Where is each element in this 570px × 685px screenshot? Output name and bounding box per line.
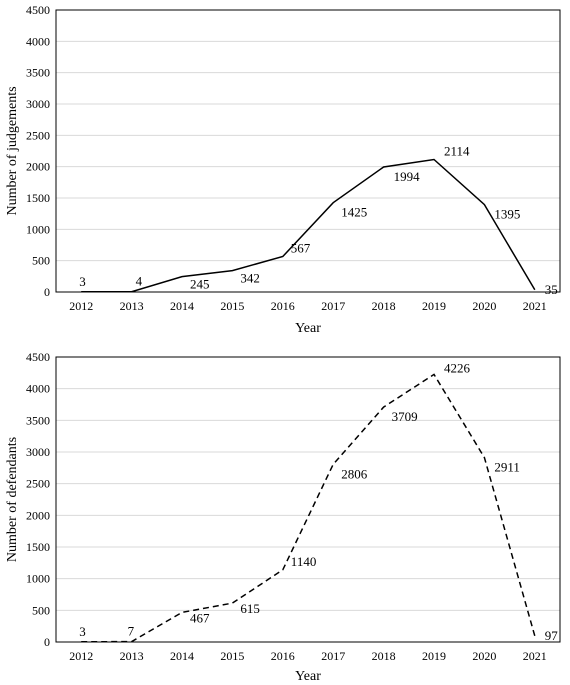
y-tick-label: 4000: [26, 34, 50, 48]
data-label: 35: [545, 282, 558, 297]
x-tick-label: 2012: [69, 299, 93, 313]
x-tick-label: 2013: [120, 299, 144, 313]
x-tick-label: 2021: [523, 299, 547, 313]
x-tick-label: 2017: [321, 649, 345, 663]
x-tick-label: 2017: [321, 299, 345, 313]
data-label: 567: [291, 240, 311, 255]
y-tick-label: 2000: [26, 160, 50, 174]
data-label: 7: [128, 624, 135, 639]
y-tick-label: 2000: [26, 508, 50, 522]
series-line: [81, 158, 536, 293]
data-label: 245: [190, 277, 210, 292]
y-tick-label: 2500: [26, 477, 50, 491]
y-tick-label: 0: [44, 285, 50, 299]
series-line: [81, 373, 536, 643]
y-tick-label: 1000: [26, 222, 50, 236]
y-tick-label: 3000: [26, 445, 50, 459]
y-tick-label: 4500: [26, 350, 50, 364]
data-point: [332, 463, 334, 465]
x-tick-label: 2015: [220, 649, 244, 663]
x-tick-label: 2013: [120, 649, 144, 663]
y-tick-label: 3500: [26, 66, 50, 80]
data-label: 1425: [341, 205, 367, 220]
plot-area-border: [55, 9, 561, 293]
data-label: 1395: [494, 207, 520, 222]
x-tick-label: 2020: [472, 299, 496, 313]
data-label: 3: [79, 624, 86, 639]
x-tick-label: 2021: [523, 649, 547, 663]
x-tick-label: 2014: [170, 649, 194, 663]
judgements-line-chart: 0 500 1000 1500 2000 2500 3000 3500 4000 4500 2012…: [5, 3, 561, 336]
y-axis-label: Number of judgements: [5, 86, 20, 215]
y-tick-label: 1500: [26, 191, 50, 205]
data-label: 1994: [394, 169, 421, 184]
x-tick-label: 2020: [472, 649, 496, 663]
data-label: 2911: [494, 460, 520, 475]
y-tick-label: 500: [32, 603, 50, 617]
x-tick-label: 2014: [170, 299, 194, 313]
x-axis-label: Year: [295, 321, 321, 336]
y-tick-label: 4000: [26, 382, 50, 396]
y-tick-label: 1500: [26, 540, 50, 554]
x-tick-label: 2019: [422, 299, 446, 313]
x-tick-label: 2019: [422, 649, 446, 663]
data-point: [181, 611, 183, 613]
data-label: 615: [240, 601, 260, 616]
y-tick-label: 0: [44, 635, 50, 649]
x-tick-label: 2016: [271, 649, 295, 663]
data-label: 4: [136, 274, 143, 289]
data-label: 1140: [291, 554, 317, 569]
y-tick-label: 1000: [26, 572, 50, 586]
y-tick-label: 500: [32, 254, 50, 268]
data-label: 3709: [392, 409, 418, 424]
x-tick-label: 2015: [220, 299, 244, 313]
x-tick-label: 2018: [372, 649, 396, 663]
y-tick-label: 2500: [26, 128, 50, 142]
x-tick-label: 2018: [372, 299, 396, 313]
data-label: 2114: [444, 144, 470, 159]
data-label: 2806: [341, 466, 368, 481]
y-axis-label: Number of defendants: [5, 437, 20, 562]
data-label: 467: [190, 610, 210, 625]
defendants-line-chart: 0 500 1000 1500 2000 2500 3000 3500 4000 4500 2012…: [5, 350, 561, 684]
y-tick-label: 4500: [26, 3, 50, 17]
plot-area-border: [55, 356, 561, 643]
data-label: 4226: [444, 360, 471, 375]
x-tick-label: 2016: [271, 299, 295, 313]
x-tick-label: 2012: [69, 649, 93, 663]
x-axis-label: Year: [295, 669, 321, 684]
data-label: 97: [545, 628, 559, 643]
y-tick-label: 3000: [26, 97, 50, 111]
data-label: 3: [79, 274, 86, 289]
data-label: 342: [240, 271, 260, 286]
y-tick-label: 3500: [26, 413, 50, 427]
